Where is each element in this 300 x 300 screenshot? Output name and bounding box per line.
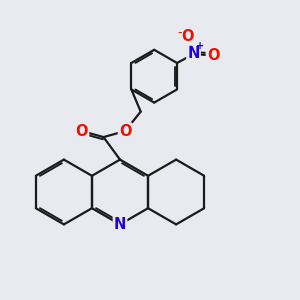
Text: O: O <box>207 48 219 63</box>
Text: O: O <box>181 29 194 44</box>
Text: N: N <box>188 46 200 62</box>
Text: O: O <box>119 124 131 139</box>
Text: N: N <box>114 217 126 232</box>
Text: O: O <box>76 124 88 139</box>
Text: +: + <box>196 40 204 51</box>
Text: -: - <box>178 26 182 39</box>
